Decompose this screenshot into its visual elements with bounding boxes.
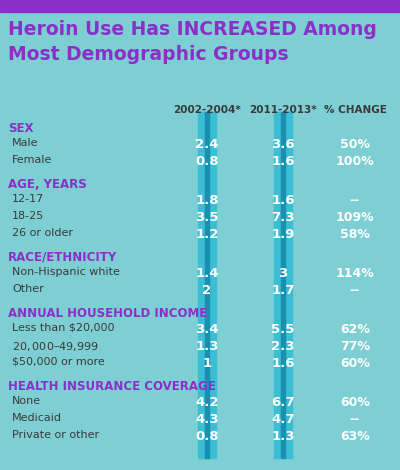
Text: Female: Female: [12, 155, 52, 165]
Text: 12-17: 12-17: [12, 194, 44, 204]
Text: 1.9: 1.9: [271, 228, 295, 241]
Text: 1.3: 1.3: [195, 340, 219, 353]
Text: 3.5: 3.5: [195, 211, 219, 224]
Text: 0.8: 0.8: [195, 155, 219, 168]
Text: 0.8: 0.8: [195, 430, 219, 443]
Text: Male: Male: [12, 138, 38, 148]
Text: 2.4: 2.4: [195, 138, 219, 151]
Text: RACE/ETHNICITY: RACE/ETHNICITY: [8, 251, 117, 264]
Text: 60%: 60%: [340, 357, 370, 370]
Text: 77%: 77%: [340, 340, 370, 353]
Text: 2.3: 2.3: [271, 340, 295, 353]
Text: 60%: 60%: [340, 396, 370, 409]
Text: 1.6: 1.6: [271, 357, 295, 370]
Text: --: --: [350, 413, 360, 426]
Text: 3.4: 3.4: [195, 323, 219, 336]
Text: 7.3: 7.3: [271, 211, 295, 224]
Text: $50,000 or more: $50,000 or more: [12, 357, 105, 367]
Text: 109%: 109%: [336, 211, 374, 224]
Text: 63%: 63%: [340, 430, 370, 443]
Text: SEX: SEX: [8, 122, 34, 135]
Text: Non-Hispanic white: Non-Hispanic white: [12, 267, 120, 277]
Text: 2011-2013*: 2011-2013*: [249, 105, 317, 115]
Text: 1.3: 1.3: [271, 430, 295, 443]
Text: 58%: 58%: [340, 228, 370, 241]
Text: Medicaid: Medicaid: [12, 413, 62, 423]
Text: 1: 1: [202, 357, 212, 370]
Text: ANNUAL HOUSEHOLD INCOME: ANNUAL HOUSEHOLD INCOME: [8, 307, 207, 320]
Text: 1.8: 1.8: [195, 194, 219, 207]
Text: AGE, YEARS: AGE, YEARS: [8, 178, 87, 191]
Text: --: --: [350, 284, 360, 297]
Bar: [198, 112, 216, 458]
Text: Most Demographic Groups: Most Demographic Groups: [8, 45, 289, 64]
Text: Other: Other: [12, 284, 44, 294]
Text: Heroin Use Has INCREASED Among: Heroin Use Has INCREASED Among: [8, 20, 377, 39]
Text: 3.6: 3.6: [271, 138, 295, 151]
Text: 4.3: 4.3: [195, 413, 219, 426]
Text: --: --: [350, 194, 360, 207]
Text: 2002-2004*: 2002-2004*: [173, 105, 241, 115]
Text: 2: 2: [202, 284, 212, 297]
Text: Less than $20,000: Less than $20,000: [12, 323, 114, 333]
Text: 4.7: 4.7: [271, 413, 295, 426]
Text: Private or other: Private or other: [12, 430, 99, 440]
Bar: [0, 0, 400, 12]
Text: 1.4: 1.4: [195, 267, 219, 280]
Bar: [281, 112, 285, 458]
Bar: [205, 112, 209, 458]
Text: 18-25: 18-25: [12, 211, 44, 221]
Text: 1.2: 1.2: [195, 228, 219, 241]
Text: 50%: 50%: [340, 138, 370, 151]
Text: 1.7: 1.7: [271, 284, 295, 297]
Text: 114%: 114%: [336, 267, 374, 280]
Text: None: None: [12, 396, 41, 406]
Text: 26 or older: 26 or older: [12, 228, 73, 238]
Text: 6.7: 6.7: [271, 396, 295, 409]
Text: % CHANGE: % CHANGE: [324, 105, 386, 115]
Text: 100%: 100%: [336, 155, 374, 168]
Text: 5.5: 5.5: [271, 323, 295, 336]
Text: 3: 3: [278, 267, 288, 280]
Text: 4.2: 4.2: [195, 396, 219, 409]
Bar: [274, 112, 292, 458]
Text: 62%: 62%: [340, 323, 370, 336]
Text: HEALTH INSURANCE COVERAGE: HEALTH INSURANCE COVERAGE: [8, 380, 216, 393]
Text: 1.6: 1.6: [271, 194, 295, 207]
Text: 1.6: 1.6: [271, 155, 295, 168]
Text: $20,000–$49,999: $20,000–$49,999: [12, 340, 99, 353]
